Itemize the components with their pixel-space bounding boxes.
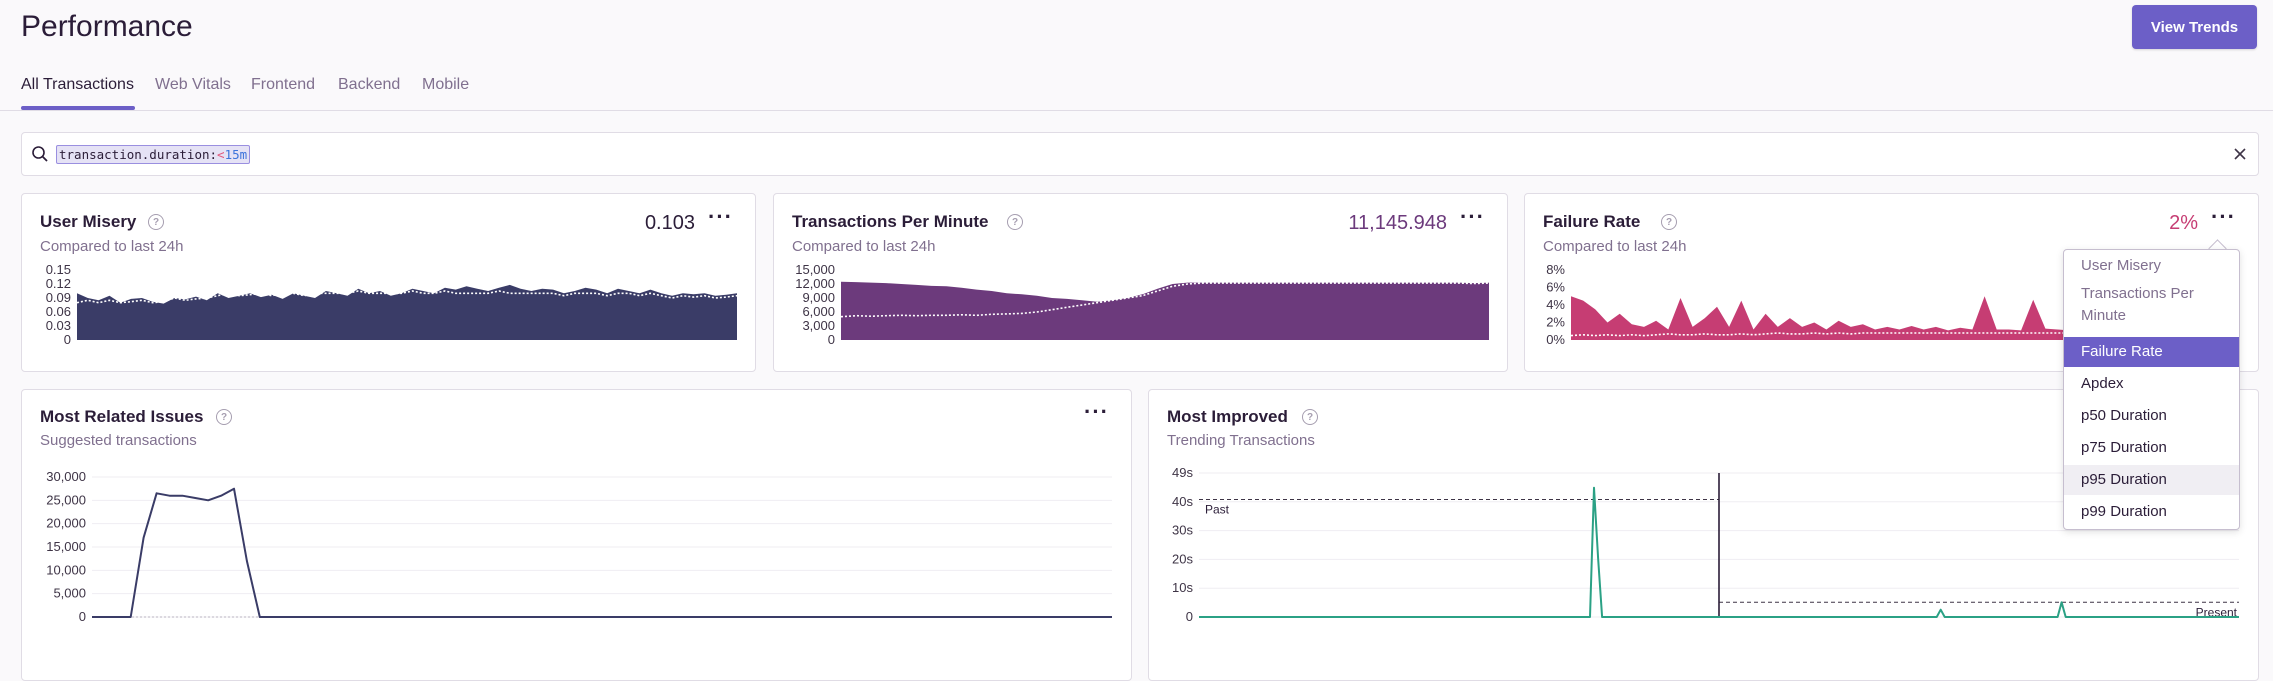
user-misery-chart: 0.150.120.090.060.030 xyxy=(46,264,738,347)
y-tick-label: 5,000 xyxy=(53,586,86,601)
menu-item-failure-rate[interactable]: Failure Rate xyxy=(2064,337,2239,367)
search-token[interactable]: transaction.duration:<15m xyxy=(56,145,251,164)
card-title: Failure Rate xyxy=(1543,212,1641,231)
y-tick-label: 10,000 xyxy=(46,562,86,577)
card-value: 2% xyxy=(2169,212,2198,234)
y-tick-label: 15,000 xyxy=(795,264,835,277)
tab-backend[interactable]: Backend xyxy=(338,76,401,93)
y-tick-label: 49s xyxy=(1172,465,1193,480)
help-icon[interactable]: ? xyxy=(1302,409,1318,425)
more-options-icon[interactable]: ··· xyxy=(1460,204,1485,229)
search-token-key: transaction.duration xyxy=(59,147,210,162)
y-tick-label: 9,000 xyxy=(802,290,835,305)
menu-item-p75-duration[interactable]: p75 Duration xyxy=(2081,439,2167,456)
card-subtitle: Trending Transactions xyxy=(1167,432,1315,449)
y-tick-label: 0.15 xyxy=(46,264,71,277)
y-tick-label: 6% xyxy=(1546,280,1565,295)
present-label: Present xyxy=(2196,605,2238,619)
y-tick-label: 0 xyxy=(64,332,71,347)
y-tick-label: 15,000 xyxy=(46,539,86,554)
y-tick-label: 0% xyxy=(1546,332,1565,347)
card-subtitle: Compared to last 24h xyxy=(40,238,184,255)
y-tick-label: 0 xyxy=(79,609,86,624)
comparison-series-line xyxy=(840,282,1490,318)
y-tick-label: 12,000 xyxy=(795,276,835,291)
page-title: Performance xyxy=(21,10,193,43)
active-tab-indicator xyxy=(21,106,135,110)
user-misery-card: User Misery ? Compared to last 24h 0.103… xyxy=(21,193,756,372)
y-tick-label: 20,000 xyxy=(46,516,86,531)
card-title: Most Related Issues xyxy=(40,407,204,426)
y-tick-label: 30,000 xyxy=(46,469,86,484)
card-value: 11,145.948 xyxy=(1348,212,1447,234)
series-area xyxy=(1571,296,2240,340)
more-options-icon[interactable]: ··· xyxy=(708,204,733,229)
most-related-issues-card: Most Related Issues ? Suggested transact… xyxy=(21,389,1132,681)
failure-rate-chart: 8% 6% 4% 2% 0% xyxy=(1546,264,2240,347)
y-tick-label: 0.06 xyxy=(46,304,71,319)
most-related-chart: 30,000 25,000 20,000 15,000 10,000 5,000 0 xyxy=(46,469,1112,624)
card-title: Most Improved xyxy=(1167,407,1288,426)
tpm-card: Transactions Per Minute ? Compared to la… xyxy=(773,193,1508,372)
card-title: User Misery xyxy=(40,212,137,231)
more-options-icon[interactable]: ··· xyxy=(1084,399,1109,424)
y-tick-label: 2% xyxy=(1546,315,1565,330)
help-icon[interactable]: ? xyxy=(148,214,164,230)
menu-item-p50-duration[interactable]: p50 Duration xyxy=(2081,407,2167,424)
menu-item-p99-duration[interactable]: p99 Duration xyxy=(2081,503,2167,520)
search-token-operator: < xyxy=(217,147,225,162)
menu-item-apdex[interactable]: Apdex xyxy=(2081,375,2124,392)
clear-search-icon[interactable] xyxy=(2233,147,2247,161)
card-title: Transactions Per Minute xyxy=(792,212,989,231)
tab-mobile[interactable]: Mobile xyxy=(422,76,470,93)
comparison-series-line xyxy=(76,290,738,304)
y-tick-label: 40s xyxy=(1172,494,1193,509)
tab-frontend[interactable]: Frontend xyxy=(251,76,316,93)
series-area xyxy=(77,284,737,340)
menu-item-transactions-per-minute[interactable]: Transactions Per Minute xyxy=(2081,285,2194,324)
search-token-colon: : xyxy=(209,147,218,162)
card-subtitle: Suggested transactions xyxy=(40,432,197,449)
y-tick-label: 0.09 xyxy=(46,290,71,305)
past-label: Past xyxy=(1205,502,1230,516)
tab-bar: All Transactions Web Vitals Frontend Bac… xyxy=(0,70,2273,111)
tab-web-vitals[interactable]: Web Vitals xyxy=(155,76,231,93)
series-line xyxy=(92,487,1112,618)
view-trends-button[interactable]: View Trends xyxy=(2132,5,2257,49)
y-tick-label: 10s xyxy=(1172,580,1193,595)
menu-item-user-misery[interactable]: User Misery xyxy=(2081,257,2162,274)
more-options-icon[interactable]: ··· xyxy=(2211,204,2236,229)
card-value: 0.103 xyxy=(644,212,695,234)
tab-all-transactions[interactable]: All Transactions xyxy=(21,76,134,93)
help-icon[interactable]: ? xyxy=(1661,214,1677,230)
series-line xyxy=(1199,486,2239,618)
search-token-value: 15m xyxy=(224,147,248,162)
help-icon[interactable]: ? xyxy=(216,409,232,425)
search-icon xyxy=(32,146,48,162)
y-tick-label: 8% xyxy=(1546,264,1565,277)
y-tick-label: 0.12 xyxy=(46,276,71,291)
y-tick-label: 6,000 xyxy=(802,304,835,319)
y-tick-label: 3,000 xyxy=(802,318,835,333)
card-subtitle: Compared to last 24h xyxy=(1543,238,1687,255)
y-tick-label: 20s xyxy=(1172,551,1193,566)
chart-type-menu: User Misery Transactions Per Minute Fail… xyxy=(2063,249,2240,530)
search-bar[interactable]: transaction.duration:<15m xyxy=(21,132,2259,176)
most-improved-chart: 49s 40s 30s 20s 10s 0 Past Present xyxy=(1172,465,2239,624)
series-area xyxy=(841,281,1489,340)
card-subtitle: Compared to last 24h xyxy=(792,238,936,255)
y-tick-label: 0.03 xyxy=(46,318,71,333)
help-icon[interactable]: ? xyxy=(1007,214,1023,230)
y-tick-label: 0 xyxy=(1186,609,1193,624)
y-tick-label: 30s xyxy=(1172,523,1193,538)
y-tick-label: 25,000 xyxy=(46,492,86,507)
y-tick-label: 4% xyxy=(1546,297,1565,312)
y-tick-label: 0 xyxy=(828,332,835,347)
menu-item-p95-duration[interactable]: p95 Duration xyxy=(2064,465,2239,495)
